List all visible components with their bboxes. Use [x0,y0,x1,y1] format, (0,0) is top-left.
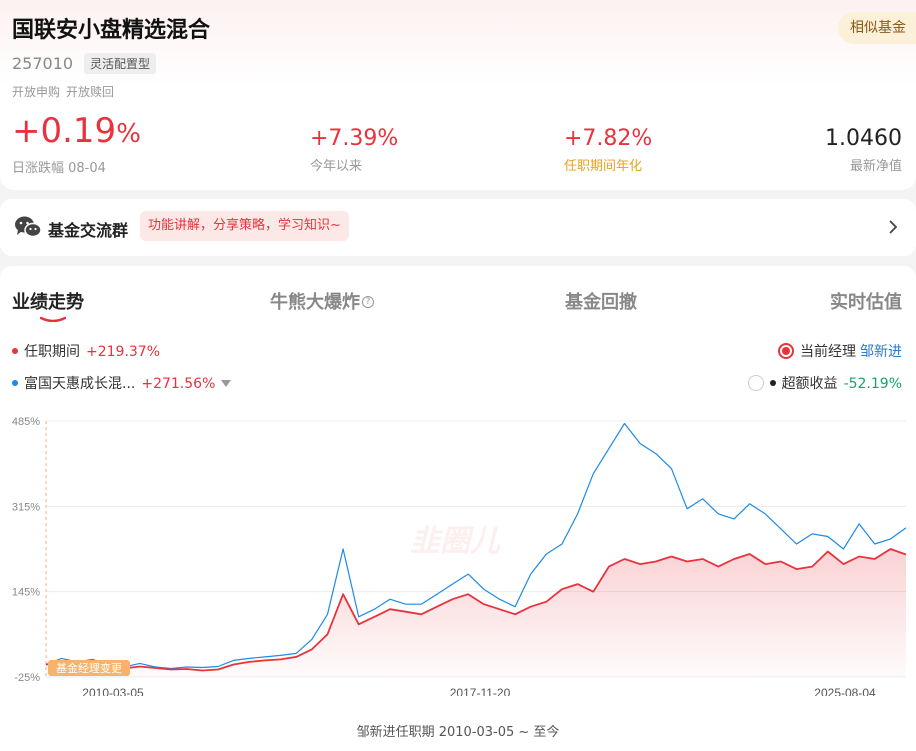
metric-tenure-annualized: +7.82% 任职期间年化 [564,126,652,174]
y-tick-label: 315% [12,501,40,513]
fund-name: 国联安小盘精选混合 [12,18,211,43]
status-redeem: 开放赎回 [66,85,115,99]
tenure-annualized-label: 任职期间年化 [564,159,643,174]
ytd-label: 今年以来 [310,159,363,174]
status-purchase: 开放申购 [12,85,61,99]
tab-performance[interactable]: 业绩走势 [12,292,84,313]
fund-header: 国联安小盘精选混合 相似基金 257010 灵活配置型 开放申购 开放赎回 +0.… [0,0,916,190]
x-tick-label: 2017-11-20 [450,686,511,696]
legend-tenure-label: 任职期间 [24,344,80,360]
x-tick-label: 2025-08-04 [814,686,876,696]
tenure-annualized-value: +7.82% [564,126,653,151]
nav-value: 1.0460 [825,126,902,151]
tab-realtime-estimate[interactable]: 实时估值 [830,292,902,313]
manager-change-label: 基金经理变更 [56,661,122,675]
active-tab-indicator [40,316,66,322]
similar-funds-button[interactable]: 相似基金 [838,12,916,44]
metric-ytd: +7.39% 今年以来 [310,126,398,174]
performance-panel: 业绩走势 牛熊大爆炸? 基金回撤 实时估值 任职期间 +219.37% 富国天惠成… [0,266,916,751]
daily-change-value: +0.19 [12,111,117,151]
legend-blue-dot [12,380,18,386]
legend-compare-value: +271.56% [141,376,216,392]
chevron-right-icon [889,220,898,234]
legend-excess-return[interactable]: 超额收益 -52.19% [747,373,902,393]
manager-label: 当前经理 [800,344,856,360]
radio-selected-icon[interactable] [778,343,794,359]
tenure-area-fill [46,549,906,677]
metric-nav: 1.0460 最新净值 [825,126,902,174]
legend-tenure: 任职期间 +219.37% [12,341,160,361]
group-title: 基金交流群 [48,221,129,240]
manager-name-link[interactable]: 邹新进 [860,344,902,360]
tenure-period-text: 邹新进任职期 2010-03-05 ~ 至今 [356,725,560,740]
help-icon[interactable]: ? [362,296,374,308]
legend-black-dot [769,380,776,386]
excess-value: -52.19% [843,376,902,392]
radio-unselected-icon[interactable] [747,375,764,391]
group-tag: 功能讲解，分享策略，学习知识~ [140,211,349,241]
daily-change-pct: % [116,119,141,149]
tab-bull-bear-label: 牛熊大爆炸 [270,292,360,313]
fund-status: 开放申购 开放赎回 [12,83,120,100]
tab-drawdown[interactable]: 基金回撤 [565,292,637,313]
daily-change-label: 日涨跌幅 08-04 [12,161,106,176]
compare-series-line [45,422,907,670]
excess-label: 超额收益 [781,376,838,392]
dropdown-triangle-icon[interactable] [221,380,232,387]
fund-code: 257010 [12,54,74,73]
ytd-value: +7.39% [310,126,399,151]
y-tick-label: 485% [12,416,40,428]
legend-current-manager[interactable]: 当前经理 邹新进 [778,341,902,361]
legend-compare[interactable]: 富国天惠成长混... +271.56% [12,373,232,393]
tab-bull-bear[interactable]: 牛熊大爆炸? [270,288,374,314]
legend-red-dot [12,348,18,354]
tenure-series-line [45,548,907,672]
y-tick-label: 145% [12,587,40,599]
nav-label: 最新净值 [849,159,902,174]
fund-chat-group-banner[interactable]: 基金交流群 功能讲解，分享策略，学习知识~ [0,199,916,256]
y-tick-label: -25% [14,672,40,684]
legend-compare-label: 富国天惠成长混... [24,376,136,392]
manager-change-badge [48,660,130,676]
x-tick-label: 2010-03-05 [82,686,144,696]
legend-tenure-value: +219.37% [86,344,161,360]
wechat-icon [15,216,42,238]
fund-type-badge: 灵活配置型 [84,53,157,74]
metric-daily-change: +0.19% 日涨跌幅 08-04 [12,114,141,176]
performance-chart[interactable]: 485% 315% 145% -25% 韭圈儿 基金经理变更 2010-03-05 20… [0,406,916,696]
watermark-text: 韭圈儿 [410,524,501,559]
